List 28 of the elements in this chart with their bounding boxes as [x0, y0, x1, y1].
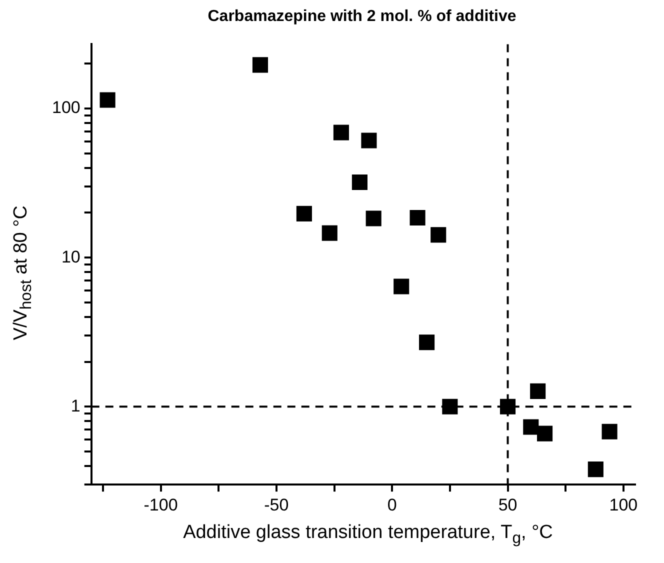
x-tick-label: 50 — [498, 495, 518, 514]
x-tick-label: 0 — [387, 495, 397, 514]
point — [588, 462, 604, 478]
y-tick-label: 10 — [61, 247, 80, 266]
point — [352, 174, 368, 190]
x-axis-title: Additive glass transition temperature, T$_{g}$, °C — [182, 522, 554, 548]
point — [419, 334, 435, 350]
x-tick-label: -50 — [264, 495, 289, 514]
point — [602, 424, 618, 440]
point — [100, 92, 116, 108]
point — [537, 426, 553, 442]
point — [296, 206, 312, 222]
y-tick-label: 100 — [52, 98, 80, 118]
point — [366, 210, 382, 226]
point — [333, 124, 349, 140]
point — [252, 57, 268, 73]
x-tick-label: -100 — [144, 495, 178, 514]
point — [361, 132, 377, 148]
point — [394, 278, 410, 294]
chart-title: Carbamazepine with 2 mol. % of additive — [206, 8, 518, 26]
point — [530, 383, 546, 399]
point — [322, 225, 338, 241]
point — [430, 227, 446, 243]
y-tick-label: 1 — [70, 396, 80, 416]
point — [523, 419, 539, 435]
point — [410, 210, 426, 226]
x-tick-label: 100 — [609, 495, 638, 514]
point — [442, 398, 458, 414]
